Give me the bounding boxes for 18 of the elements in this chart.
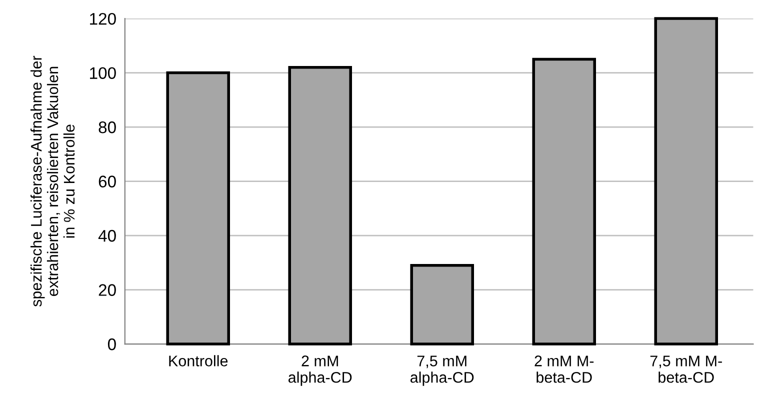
y-tick-label: 0 (108, 338, 116, 350)
y-tick-label: 100 (90, 67, 116, 79)
bar (410, 264, 474, 346)
x-tick-label: 2 mM alpha-CD (288, 356, 352, 386)
x-tick-label: Kontrolle (169, 355, 228, 366)
bar (532, 58, 596, 346)
x-tick-label: 7,5 mM alpha-CD (410, 356, 474, 386)
bar (288, 66, 352, 346)
bar (654, 17, 718, 346)
y-tick-label: 40 (98, 230, 116, 242)
y-axis-title: spezifische Luciferase-Aufnahme der extrahierten, reisolierten Vakuolen in % zu Kontrolle (30, 56, 75, 307)
x-tick-label: 2 mM M- beta-CD (534, 356, 594, 383)
y-tick-label: 120 (90, 12, 116, 25)
bar (166, 71, 230, 346)
x-tick-label: 7,5 mM M- beta-CD (650, 356, 722, 383)
y-tick-label: 80 (98, 121, 116, 134)
y-tick-label: 20 (98, 284, 116, 296)
y-tick-label: 60 (98, 176, 116, 188)
